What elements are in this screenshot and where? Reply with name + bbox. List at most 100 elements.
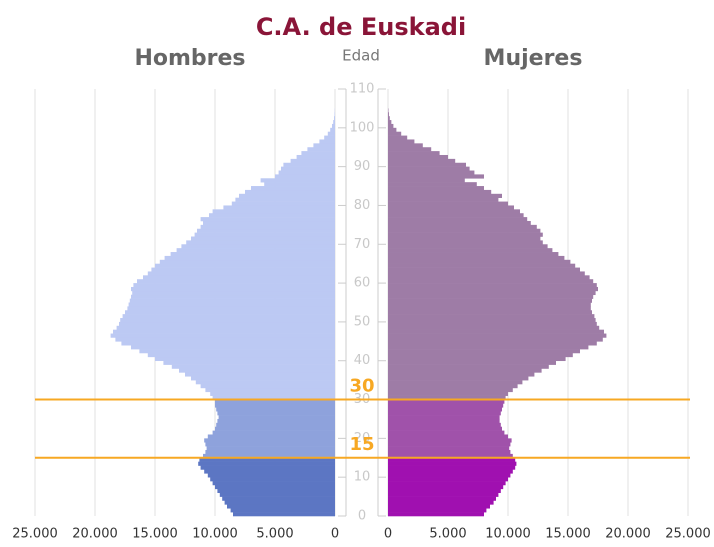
bar: [388, 197, 499, 202]
bar: [212, 430, 335, 435]
y-tick-label: 10: [354, 470, 371, 485]
bar: [319, 139, 335, 144]
bar: [388, 484, 504, 490]
bar: [131, 286, 335, 292]
bar: [216, 407, 335, 412]
bar: [245, 189, 335, 195]
bar: [332, 123, 335, 129]
bar: [388, 415, 500, 420]
bar: [198, 461, 335, 466]
bar: [129, 298, 335, 303]
bar: [239, 193, 335, 198]
bar: [230, 508, 335, 513]
bar: [333, 120, 335, 125]
bar: [116, 325, 335, 330]
bar: [388, 294, 594, 299]
y-tick-label: 90: [354, 159, 371, 174]
bar: [388, 399, 505, 404]
bar: [147, 352, 335, 358]
bar: [388, 333, 607, 338]
bar: [388, 360, 556, 365]
bar: [313, 143, 335, 148]
bar: [205, 442, 335, 447]
bar: [215, 426, 335, 431]
bar: [296, 154, 335, 160]
bar: [388, 236, 541, 241]
bar: [388, 492, 499, 497]
bar: [307, 147, 335, 152]
bar: [275, 174, 335, 179]
bar: [388, 356, 566, 362]
chart-title: C.A. de Euskadi: [256, 13, 466, 41]
bar: [388, 349, 580, 354]
bar: [388, 496, 496, 501]
bar: [388, 275, 590, 280]
bar: [133, 283, 335, 288]
bar: [231, 201, 335, 206]
y-tick-label: 100: [350, 120, 375, 135]
bar: [388, 240, 543, 245]
bar: [227, 504, 335, 509]
bar: [264, 182, 335, 187]
bar: [204, 469, 335, 474]
bar: [203, 453, 335, 459]
bar: [388, 407, 502, 412]
x-tick-label: 20.000: [605, 527, 651, 542]
bar: [388, 116, 390, 121]
bar: [151, 267, 335, 272]
bar: [210, 477, 335, 482]
bar: [388, 321, 597, 327]
bar: [260, 178, 335, 183]
bar: [128, 302, 335, 307]
y-tick-label: 110: [350, 82, 375, 97]
bar: [200, 224, 335, 230]
bar: [388, 430, 505, 435]
bar: [207, 473, 335, 478]
bar: [388, 147, 432, 152]
x-tick-label: 5.000: [429, 527, 466, 542]
bar: [185, 372, 335, 377]
bar: [388, 244, 548, 249]
bar: [388, 252, 559, 257]
bar: [388, 135, 408, 140]
bar: [155, 356, 335, 362]
bar: [191, 376, 335, 381]
x-tick-label: 10.000: [192, 527, 238, 542]
bar: [301, 151, 335, 156]
bar: [388, 174, 484, 179]
bar: [388, 127, 397, 132]
bar: [205, 387, 335, 393]
bar: [388, 380, 523, 385]
bar: [164, 255, 335, 261]
bar: [200, 465, 335, 470]
bar: [388, 434, 508, 439]
bar: [205, 450, 335, 455]
bar: [388, 465, 516, 470]
bar: [186, 240, 335, 245]
bar: [388, 143, 423, 148]
bar: [388, 123, 394, 129]
bar: [155, 263, 335, 268]
bar: [388, 450, 511, 455]
bar: [110, 333, 335, 338]
bar: [206, 446, 335, 451]
bar: [388, 481, 506, 486]
bar: [388, 120, 392, 125]
bar: [388, 166, 470, 171]
bar: [388, 477, 508, 482]
bar: [388, 267, 580, 272]
y-tick-label: 50: [354, 314, 371, 329]
bar: [388, 512, 484, 517]
bar: [388, 341, 597, 346]
bar: [388, 387, 513, 393]
marker-label: 15: [349, 434, 374, 455]
bar: [388, 457, 516, 462]
bar: [388, 469, 513, 474]
bar: [388, 205, 514, 210]
bar: [388, 201, 508, 206]
bar: [388, 418, 500, 424]
bar: [334, 116, 335, 121]
bar: [388, 193, 502, 198]
bar: [388, 508, 487, 513]
y-tick-label: 20: [354, 431, 371, 446]
